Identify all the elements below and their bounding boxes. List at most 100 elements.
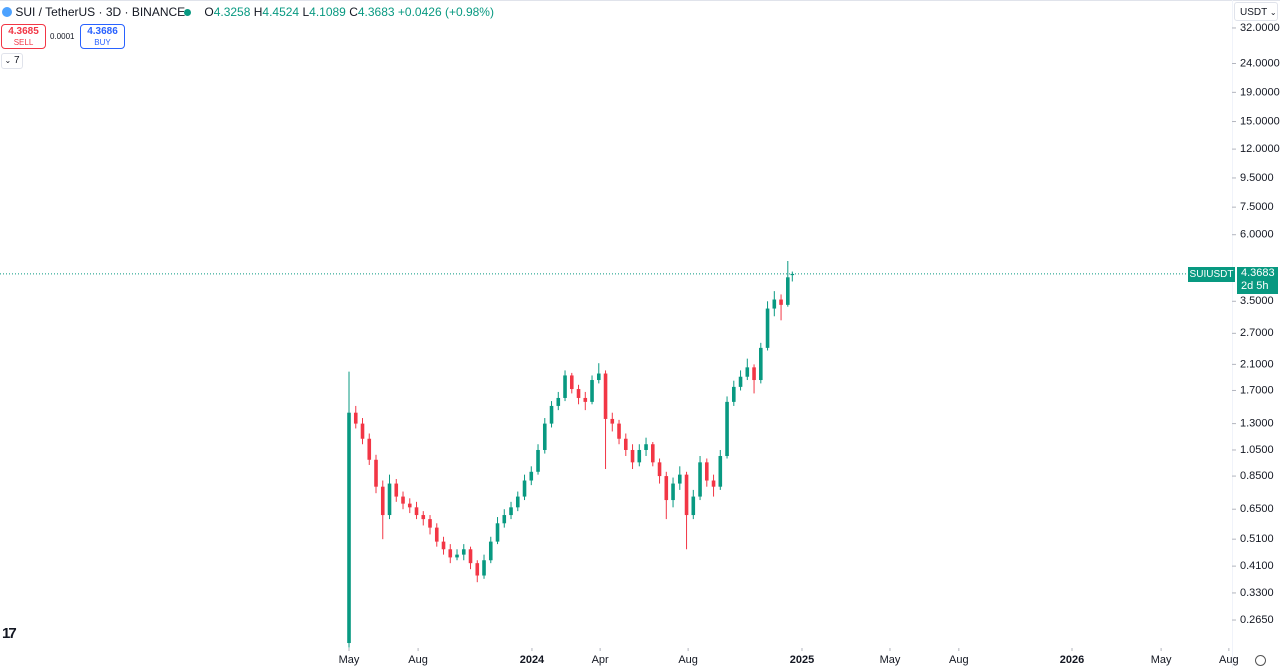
- y-tick-label: 2.7000: [1240, 327, 1274, 339]
- ohlc-readout: O4.3258 H4.4524 L4.1089 C4.3683 +0.0426 …: [184, 5, 494, 19]
- candle-body: [603, 373, 608, 419]
- candle-body: [786, 277, 790, 305]
- y-tick-label: 7.5000: [1240, 201, 1274, 213]
- y-tick-label: 1.3000: [1240, 418, 1274, 430]
- y-tick-label: 9.5000: [1240, 172, 1274, 184]
- currency: USDT: [1240, 7, 1268, 18]
- symbol-tag: SUIUSDT: [1188, 267, 1235, 282]
- candle-body: [367, 438, 372, 460]
- candle-body: [502, 515, 507, 524]
- buy-price: 4.3686: [87, 26, 118, 37]
- x-tick-label: 2024: [520, 654, 545, 666]
- candle-body: [542, 423, 547, 450]
- candle-body: [576, 389, 581, 398]
- candle-body: [790, 273, 795, 276]
- candle-body: [718, 456, 723, 487]
- y-tick-label: 15.0000: [1240, 115, 1280, 127]
- y-tick-label: 0.5100: [1240, 533, 1274, 545]
- y-tick-label: 0.8500: [1240, 470, 1274, 482]
- candle-body: [563, 375, 567, 398]
- candle-body: [509, 507, 513, 516]
- candle-body: [414, 507, 419, 516]
- symbol-title: SUI / TetherUS · 3D · BINANCE: [15, 5, 186, 19]
- candle-body: [522, 480, 527, 497]
- ohlc-letter: L: [302, 5, 310, 19]
- x-tick-label: Aug: [678, 654, 698, 666]
- y-tick-label: 6.0000: [1240, 229, 1274, 241]
- candle-body: [684, 474, 689, 516]
- last-price: 4.3683: [1241, 267, 1275, 279]
- candle-body: [448, 549, 453, 558]
- candle-body: [556, 397, 561, 406]
- currency-dropdown[interactable]: USDT ⌄: [1234, 2, 1278, 21]
- candle-body: [549, 405, 554, 424]
- tradingview-logo[interactable]: 17: [2, 625, 17, 642]
- candle-body: [394, 483, 399, 497]
- symbol-icon: [2, 7, 12, 17]
- candle-body: [711, 480, 716, 487]
- candle-body: [772, 299, 777, 309]
- indicators-toggle[interactable]: ⌄ 7: [1, 53, 23, 69]
- x-tick-label: May: [1151, 654, 1172, 666]
- ohlc-open: 4.3258: [213, 5, 251, 19]
- candle-body: [434, 527, 439, 542]
- indicators-count: 7: [13, 55, 20, 66]
- ohlc-close: 4.3683: [357, 5, 395, 19]
- candle-body: [671, 483, 675, 501]
- candle-body: [421, 515, 426, 520]
- candle-body: [387, 483, 392, 516]
- x-tick-label: 2026: [1060, 654, 1084, 666]
- candle-body: [590, 380, 594, 402]
- candle-body: [759, 347, 763, 381]
- candle-body: [650, 444, 655, 463]
- buy-button[interactable]: 4.3686 BUY: [80, 24, 125, 49]
- candle-body: [441, 541, 446, 550]
- sell-button[interactable]: 4.3685 SELL: [1, 24, 46, 49]
- buy-label: BUY: [94, 38, 111, 47]
- symbol-header[interactable]: SUI / TetherUS · 3D · BINANCE: [2, 5, 185, 19]
- ohlc-letter: O: [204, 5, 214, 19]
- candle-body: [637, 449, 642, 463]
- candle-body: [360, 423, 365, 439]
- candle-body: [664, 476, 669, 501]
- candle-body: [677, 474, 682, 484]
- ohlc-low: 4.1089: [309, 5, 346, 19]
- candle-body: [691, 496, 696, 516]
- candle-body: [596, 373, 601, 381]
- y-tick-label: 1.7000: [1240, 384, 1274, 396]
- spread: 0.0001: [50, 32, 75, 41]
- candle-body: [353, 412, 358, 424]
- candle-body: [380, 486, 385, 516]
- candle-body: [536, 449, 540, 472]
- x-tick-label: Aug: [408, 654, 428, 666]
- ohlc-change: +0.0426 (+0.98%): [397, 5, 494, 19]
- y-tick-label: 24.0000: [1240, 57, 1280, 69]
- ohlc-letter: H: [253, 5, 263, 19]
- candle-body: [488, 541, 493, 561]
- candle-body: [374, 459, 378, 487]
- candle-body: [475, 563, 480, 576]
- y-tick-label: 19.0000: [1240, 86, 1280, 98]
- candle-body: [482, 560, 486, 576]
- candle-body: [407, 503, 412, 508]
- sell-label: SELL: [13, 38, 34, 47]
- candle-body: [752, 367, 756, 381]
- x-tick-label: Aug: [949, 654, 969, 666]
- x-tick-label: Apr: [592, 654, 609, 666]
- market-status: [184, 9, 191, 16]
- candle-body: [765, 308, 770, 348]
- candle-body: [529, 471, 534, 481]
- candle-body: [569, 375, 574, 390]
- chevron-icon: ⌄: [4, 56, 12, 65]
- bar-countdown: 2d 5h: [1241, 280, 1269, 292]
- y-tick-label: 0.6500: [1240, 503, 1274, 515]
- sell-price: 4.3685: [8, 26, 39, 37]
- settings-icon[interactable]: [1255, 655, 1266, 666]
- candle-body: [617, 423, 621, 439]
- candle-body: [731, 386, 736, 402]
- y-tick-label: 0.4100: [1240, 560, 1274, 572]
- candle-body: [610, 418, 615, 424]
- candle-body: [583, 397, 588, 402]
